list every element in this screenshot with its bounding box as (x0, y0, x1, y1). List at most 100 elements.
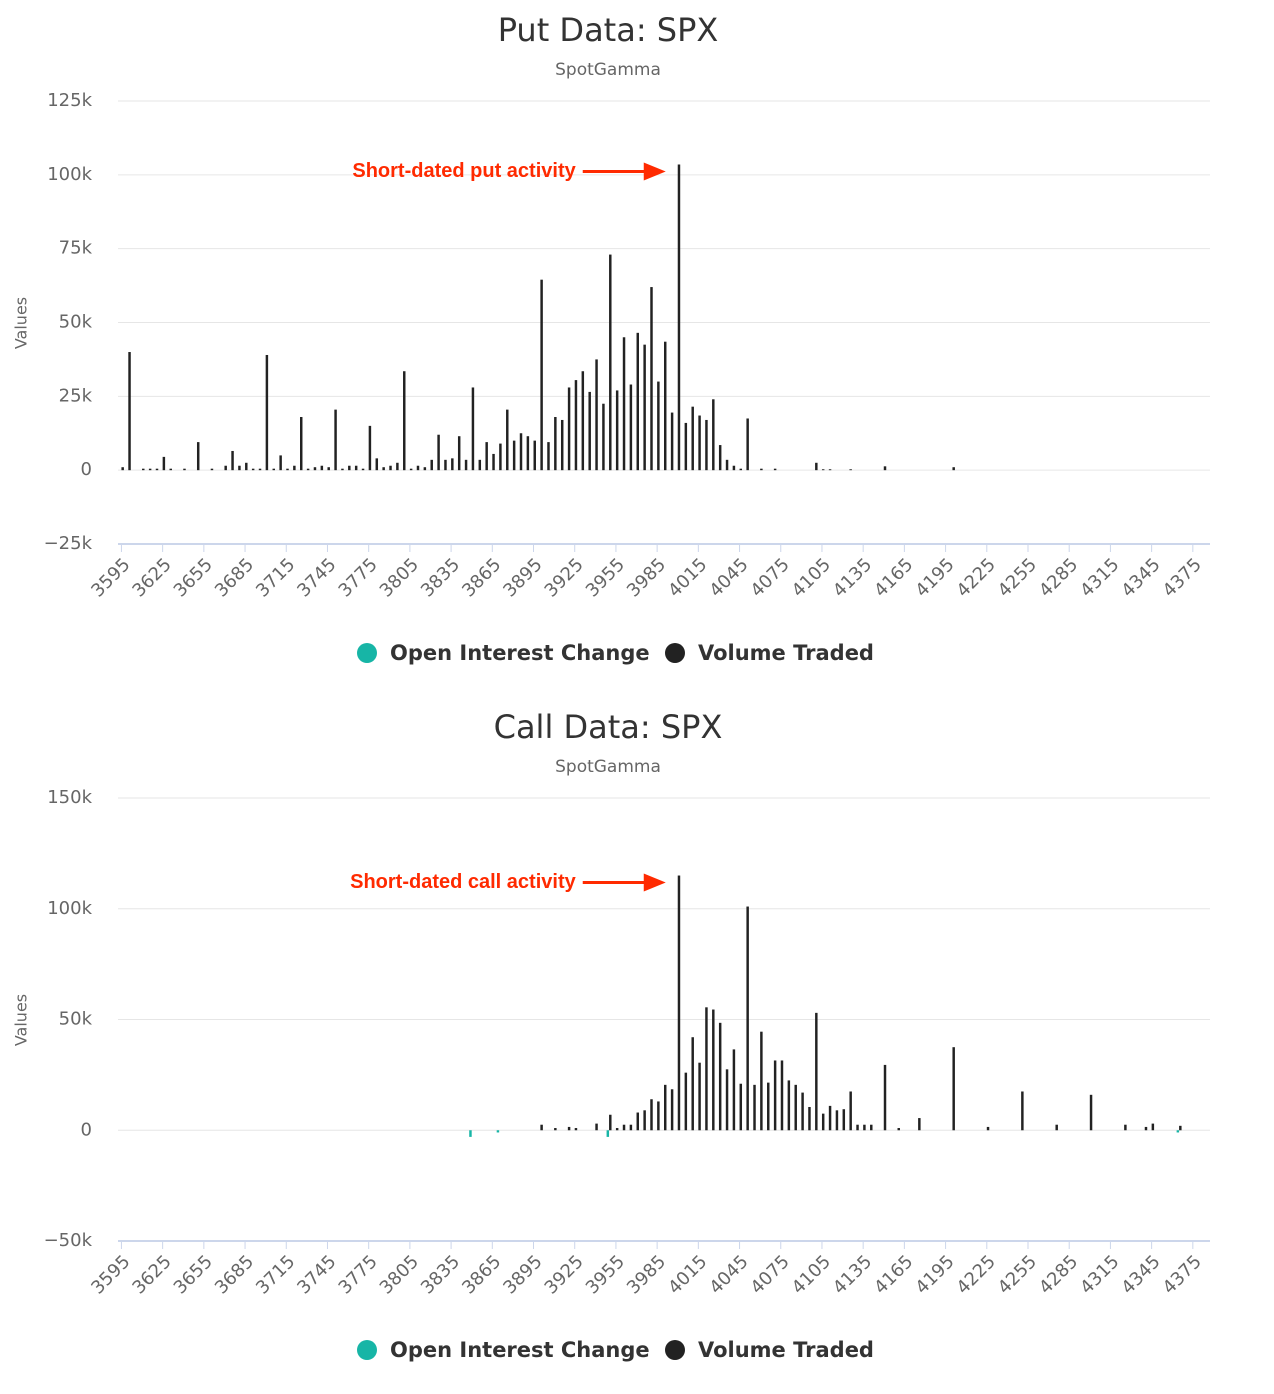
bar (606, 1130, 610, 1137)
y-tick-label: −50k (44, 1230, 93, 1251)
y-tick-label: −25k (44, 533, 93, 554)
legend-marker (665, 1340, 685, 1360)
x-tick-label: 4195 (911, 1251, 958, 1298)
bar (718, 1022, 722, 1131)
bar (581, 371, 585, 471)
bar (320, 465, 324, 471)
bar (485, 442, 488, 471)
bar (251, 468, 255, 471)
bar (506, 409, 509, 471)
x-tick-label: 3895 (499, 554, 546, 601)
bar (677, 875, 681, 1131)
x-tick-label: 4345 (1117, 554, 1164, 601)
legend-item[interactable]: Volume Traded (665, 641, 874, 665)
bar (883, 1064, 887, 1131)
bar (567, 387, 571, 471)
x-tick-label: 3655 (170, 1251, 217, 1298)
bar (148, 468, 152, 471)
x-tick-label: 3625 (128, 554, 175, 601)
x-tick-label: 3685 (211, 554, 258, 601)
bar (341, 468, 344, 471)
bar (567, 1126, 571, 1131)
x-tick-label: 3745 (293, 1251, 340, 1298)
bar (1179, 1125, 1182, 1131)
legend-label: Open Interest Change (390, 641, 650, 665)
bar (815, 1012, 818, 1131)
annotation-arrowhead (643, 873, 666, 892)
y-tick-label: 75k (59, 238, 93, 259)
legend-marker (357, 643, 377, 663)
bar (643, 1110, 646, 1131)
bar (547, 442, 550, 471)
bar (760, 468, 763, 471)
bar (684, 1072, 688, 1131)
y-tick-label: 50k (59, 1009, 93, 1030)
bar (554, 417, 557, 471)
x-tick-label: 4075 (747, 1251, 794, 1298)
bar (540, 1124, 543, 1131)
bar (375, 458, 379, 471)
bar (196, 442, 200, 471)
chart: Call Data: SPX SpotGamma Values −50k 0 50k 100… (12, 708, 1210, 1362)
bar (361, 468, 365, 471)
bar (835, 1110, 839, 1131)
x-tick-label: 4105 (788, 1251, 835, 1298)
bar (602, 403, 605, 471)
bar (416, 465, 420, 471)
x-tick-label: 3985 (623, 554, 670, 601)
chart-title: Put Data: SPX (498, 11, 719, 49)
bar (787, 1080, 791, 1131)
bar (670, 1089, 674, 1131)
x-tick-label: 4045 (705, 1251, 752, 1298)
bar (231, 450, 234, 471)
bar (643, 344, 646, 471)
bar (664, 341, 667, 471)
bar (334, 409, 337, 471)
x-tick-label: 4045 (705, 554, 752, 601)
bar (746, 418, 749, 471)
bar (224, 465, 227, 471)
legend-item[interactable]: Open Interest Change (357, 641, 650, 665)
x-tick-label: 3655 (170, 554, 217, 601)
bar (1151, 1123, 1155, 1131)
bar (162, 456, 166, 471)
x-tick-label: 3895 (499, 1251, 546, 1298)
bar (1055, 1124, 1058, 1131)
bar (169, 468, 172, 471)
bar (313, 467, 317, 471)
bar (574, 1128, 578, 1131)
x-tick-label: 3835 (417, 554, 464, 601)
legend-item[interactable]: Volume Traded (665, 1338, 874, 1362)
bar (883, 466, 887, 471)
bar (272, 468, 276, 471)
bar (698, 1062, 701, 1131)
x-tick-label: 3625 (128, 1251, 175, 1298)
bar (451, 458, 454, 471)
bar (952, 1047, 955, 1131)
bar (183, 468, 186, 471)
x-tick-label: 4345 (1117, 1251, 1164, 1298)
legend-item[interactable]: Open Interest Change (357, 1338, 650, 1362)
y-tick-label: 150k (47, 787, 92, 808)
bar (464, 459, 468, 471)
bar (609, 1114, 612, 1131)
bar (712, 1009, 715, 1131)
bar (300, 417, 303, 471)
x-tick-label: 4135 (829, 554, 876, 601)
bar (265, 354, 269, 471)
x-tick-label: 3685 (211, 1251, 258, 1298)
x-tick-label: 4255 (994, 1251, 1041, 1298)
bar (348, 465, 351, 471)
bar (739, 1083, 743, 1131)
bar (691, 406, 694, 471)
bar (725, 459, 729, 471)
bar (155, 468, 159, 471)
x-tick-label: 4015 (664, 554, 711, 601)
bar (622, 337, 626, 471)
x-tick-label: 3715 (252, 554, 299, 601)
bar (595, 1123, 598, 1131)
bar (712, 399, 715, 471)
x-tick-label: 4225 (953, 1251, 1000, 1298)
